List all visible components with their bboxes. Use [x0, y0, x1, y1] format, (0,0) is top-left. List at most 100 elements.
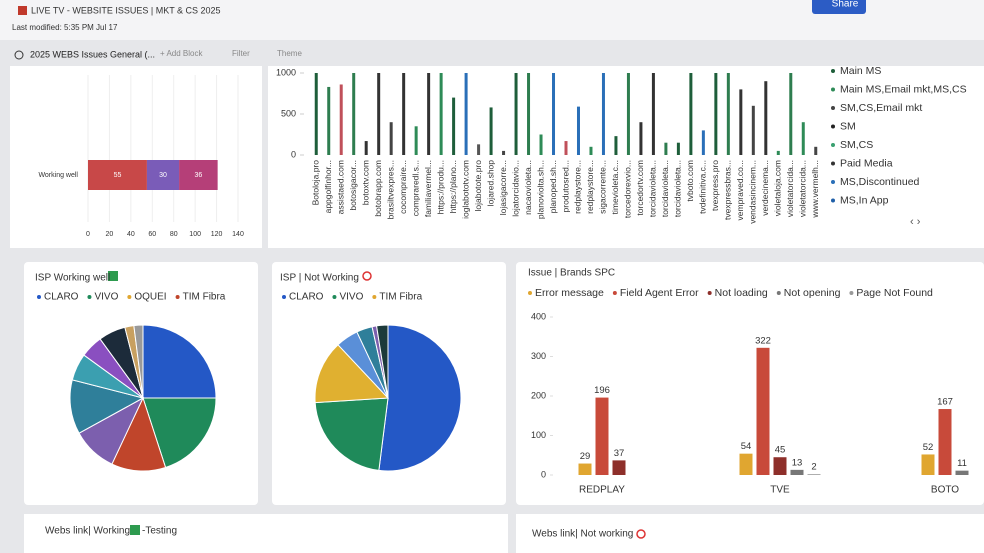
x-tick-label: BOTO: [931, 485, 959, 496]
bar: [612, 460, 626, 475]
legend-label: Main MS: [840, 65, 881, 77]
x-tick-label: 80: [170, 231, 178, 238]
x-tick-label: lojabotote.pro: [473, 160, 483, 212]
legend-marker: [831, 180, 835, 184]
data-label: 54: [741, 441, 752, 452]
icon: [130, 525, 140, 535]
panel: [10, 66, 262, 248]
x-tick-label: 40: [127, 231, 135, 238]
bar-segment: [179, 160, 218, 190]
legend-marker: [707, 291, 712, 295]
legend-marker: [831, 143, 835, 147]
bar: [427, 73, 431, 155]
legend-marker: [849, 291, 854, 295]
data-label: 11: [957, 458, 967, 469]
bar: [676, 142, 680, 155]
icon: [18, 6, 27, 15]
bar: [514, 73, 518, 155]
y-tick-label: 0: [291, 149, 296, 159]
bar: [714, 73, 718, 155]
bar: [364, 141, 368, 155]
x-tick-label: TVE: [770, 485, 790, 496]
pie-slice: [378, 324, 462, 472]
doc-title: LIVE TV - WEBSITE ISSUES | MKT & CS 2025: [31, 5, 221, 15]
panel: [24, 514, 508, 553]
x-tick-label: timevioleta.c...: [610, 160, 620, 214]
bar-segment: [88, 160, 147, 190]
bar: [601, 73, 605, 155]
x-tick-label: 100: [189, 231, 201, 238]
x-tick-label: vendasincinem...: [748, 160, 758, 224]
bar: [756, 347, 770, 475]
filter[interactable]: Filter: [232, 49, 250, 58]
x-tick-label: cocompraire...: [398, 160, 408, 214]
bar: [814, 146, 818, 155]
x-tick-label: torcedortv.com: [635, 160, 645, 216]
bar-segment: [146, 160, 180, 190]
x-tick-label: redplaystore...: [573, 160, 583, 214]
bar: [790, 469, 804, 475]
bar: [595, 397, 609, 475]
panel-title: -Testing: [142, 526, 177, 537]
theme[interactable]: Theme: [277, 49, 302, 58]
pie-slice: [314, 344, 390, 404]
x-tick-label: compraredl.s...: [410, 160, 420, 216]
x-tick-label: 120: [211, 231, 223, 238]
view-tab[interactable]: 2025 WEBS Issues General (...: [30, 49, 155, 59]
x-tick-label: violetatorcida...: [785, 160, 795, 217]
legend-label: TIM Fibra: [183, 292, 226, 303]
share-label: Share: [832, 0, 859, 10]
legend-marker: [831, 106, 835, 110]
panel-title: Webs link| Not working: [532, 529, 633, 540]
legend-marker: [612, 291, 617, 295]
x-tick-label: tvexpress.pro: [710, 160, 720, 211]
legend-marker: [372, 295, 377, 299]
legend-label: Page Not Found: [856, 287, 933, 299]
data-label: 55: [114, 172, 122, 179]
legend-marker: [831, 69, 835, 73]
x-tick-label: tvexpressbras...: [723, 160, 733, 220]
x-tick-label: www.vermelh...: [810, 160, 820, 219]
bar: [578, 463, 592, 475]
x-tick-label: 20: [106, 231, 114, 238]
bar: [377, 73, 381, 155]
x-tick-label: REDPLAY: [579, 485, 625, 496]
bar: [807, 474, 821, 475]
legend-label: SM,CS: [840, 139, 873, 151]
x-tick-label: botoxtv.com: [360, 160, 370, 205]
x-tick-label: familiavermel...: [423, 160, 433, 217]
legend-label: MS,Discontinued: [840, 176, 920, 188]
legend-marker: [332, 295, 337, 299]
legend-marker: [776, 291, 781, 295]
panel: [516, 514, 984, 553]
legend-marker: [37, 295, 41, 299]
y-tick-label: 1000: [276, 67, 296, 77]
data-label: 52: [923, 442, 934, 453]
x-tick-label: violetaloja.com: [773, 160, 783, 216]
bar: [626, 73, 630, 155]
icon: [14, 50, 24, 60]
legend-marker: [528, 291, 532, 295]
panel: [516, 262, 984, 505]
pager[interactable]: ‹ ›: [910, 216, 921, 228]
legend-label: Not loading: [715, 287, 768, 299]
add-block[interactable]: + Add Block: [160, 49, 203, 58]
chart-title: Issue | Brands SPC: [528, 268, 615, 279]
x-tick-label: violetatorcida...: [798, 160, 808, 217]
bar: [651, 73, 655, 155]
data-label: 29: [580, 451, 591, 462]
bar: [314, 73, 318, 155]
legend-label: Not opening: [784, 287, 841, 299]
share-button[interactable]: [812, 0, 866, 14]
bar: [789, 73, 793, 155]
data-label: 30: [159, 172, 167, 179]
y-tick-label: 0: [541, 469, 546, 479]
panel: [268, 66, 984, 248]
x-tick-label: https://produ...: [435, 160, 445, 214]
bar: [539, 134, 543, 155]
bar: [776, 150, 780, 155]
y-tick-label: 200: [531, 390, 546, 400]
legend-label: CLARO: [289, 292, 324, 303]
data-label: 45: [775, 445, 786, 456]
legend-label: Main MS,Email mkt,MS,CS: [840, 83, 967, 95]
